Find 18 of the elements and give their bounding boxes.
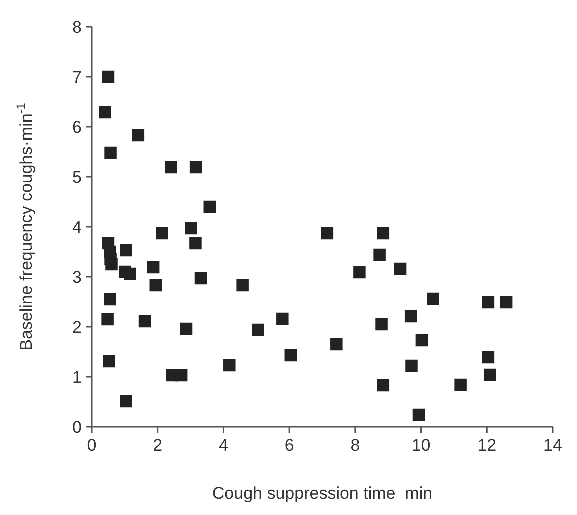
y-tick-label: 1 bbox=[72, 368, 82, 387]
x-tick-label: 2 bbox=[153, 436, 163, 455]
y-tick-label: 4 bbox=[72, 218, 82, 237]
x-tick-label: 4 bbox=[218, 436, 228, 455]
x-tick-label: 10 bbox=[412, 436, 431, 455]
x-tick-label: 8 bbox=[350, 436, 360, 455]
x-axis-title: Cough suppression time min bbox=[212, 484, 433, 503]
y-tick-label: 6 bbox=[72, 118, 82, 137]
y-tick-label: 3 bbox=[72, 268, 82, 287]
x-tick-label: 6 bbox=[284, 436, 294, 455]
y-tick-label: 2 bbox=[72, 318, 82, 337]
y-tick-label: 0 bbox=[72, 418, 82, 437]
y-tick-label: 8 bbox=[72, 18, 82, 37]
x-tick-label: 0 bbox=[87, 436, 97, 455]
x-tick-label: 12 bbox=[478, 436, 497, 455]
x-tick-label: 14 bbox=[544, 436, 562, 455]
y-tick-label: 5 bbox=[72, 168, 82, 187]
y-tick-label: 7 bbox=[72, 68, 82, 87]
